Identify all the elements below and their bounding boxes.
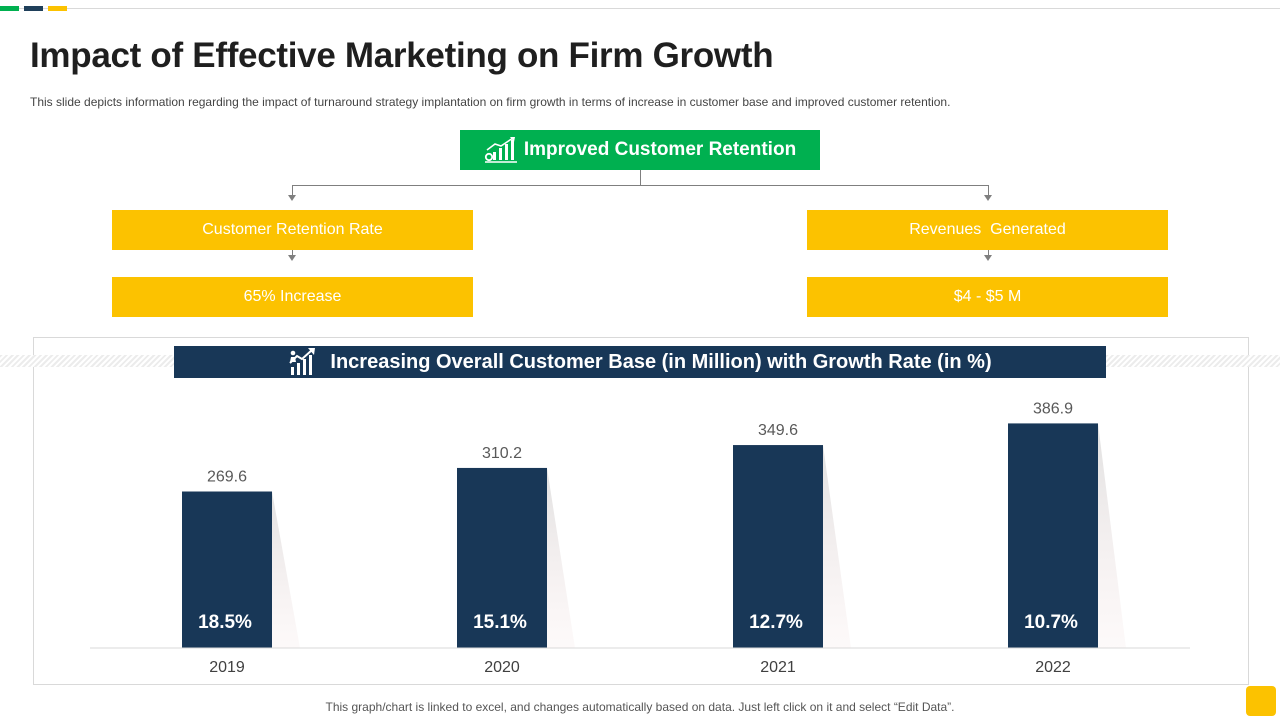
tick-label-2019: 2019: [209, 659, 245, 676]
arrow-right-mid: [984, 255, 992, 261]
arrow-left-mid: [288, 255, 296, 261]
retention-value-box[interactable]: 65% Increase: [112, 277, 473, 317]
retention-value-label: 65% Increase: [243, 288, 342, 305]
growth-label-2022: 10.7%: [1024, 612, 1078, 633]
page-subtitle: This slide depicts information regarding…: [30, 95, 951, 109]
chart-header-title: Increasing Overall Customer Base (in Mil…: [330, 350, 992, 373]
arrow-right: [984, 195, 992, 201]
data-label-2020: 310.2: [482, 445, 522, 462]
retention-rate-box[interactable]: Customer Retention Rate: [112, 210, 473, 250]
connector-left-down: [292, 185, 293, 195]
top-accent-bar: [0, 0, 1280, 12]
hatch-left: [0, 355, 174, 367]
retention-rate-label: Customer Retention Rate: [202, 221, 383, 238]
data-label-2021: 349.6: [758, 422, 798, 439]
tick-label-2022: 2022: [1035, 659, 1071, 676]
rising-arrow-icon: [288, 347, 316, 377]
root-box-label: Improved Customer Retention: [523, 139, 797, 160]
bar-2020[interactable]: [457, 467, 547, 648]
bar-2019[interactable]: [182, 491, 272, 648]
bar-shadow-2020: [547, 467, 575, 648]
revenues-box[interactable]: Revenues Generated: [807, 210, 1168, 250]
accent-green: [0, 6, 19, 11]
bar-2022[interactable]: [1008, 423, 1098, 648]
growth-label-2021: 12.7%: [749, 612, 803, 633]
data-label-2019: 269.6: [207, 469, 247, 486]
connector-right-down: [988, 185, 989, 195]
connector-right-mid: [988, 250, 989, 255]
bar-shadow-2022: [1098, 423, 1126, 648]
growth-label-2020: 15.1%: [473, 612, 527, 633]
growth-chart-icon: [484, 136, 518, 164]
revenues-value-label: $4 - $5 M: [953, 288, 1022, 305]
growth-label-2019: 18.5%: [198, 612, 252, 633]
bar-shadow-2021: [823, 445, 851, 648]
connector-root-down: [640, 170, 641, 185]
tick-label-2020: 2020: [484, 659, 520, 676]
footer-note: This graph/chart is linked to excel, and…: [325, 700, 955, 714]
top-rule: [0, 8, 1280, 9]
data-label-2022: 386.9: [1033, 400, 1073, 417]
bar-shadow-2019: [272, 491, 300, 648]
revenues-value-box[interactable]: $4 - $5 M: [807, 277, 1168, 317]
connector-horizontal: [292, 185, 989, 186]
corner-button[interactable]: [1246, 686, 1276, 716]
connector-left-mid: [292, 250, 293, 255]
root-box[interactable]: Improved Customer Retention: [460, 130, 820, 170]
page-title: Impact of Effective Marketing on Firm Gr…: [30, 36, 774, 75]
chart-header: Increasing Overall Customer Base (in Mil…: [174, 346, 1106, 378]
tick-label-2021: 2021: [760, 659, 796, 676]
revenues-label: Revenues Generated: [909, 221, 1066, 238]
arrow-left: [288, 195, 296, 201]
bar-2021[interactable]: [733, 445, 823, 648]
hatch-right: [1106, 355, 1280, 367]
accent-yellow: [48, 6, 67, 11]
accent-navy: [24, 6, 43, 11]
